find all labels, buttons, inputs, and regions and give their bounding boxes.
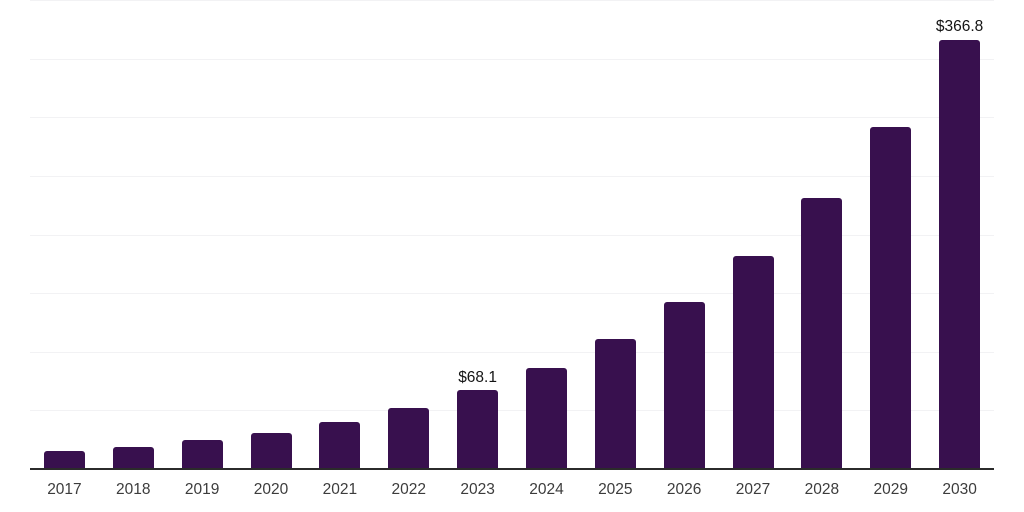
bar-2028 [801, 198, 843, 470]
bar-slot-2018 [99, 0, 168, 470]
gridline-300 [30, 117, 994, 119]
bar-slot-2025 [581, 0, 650, 470]
bar-slot-2021 [305, 0, 374, 470]
bars-row: $68.1 $366.8 [30, 0, 994, 470]
bar-slot-2022 [374, 0, 443, 470]
bar-2026 [663, 302, 705, 470]
gridline-200 [30, 234, 994, 236]
x-axis-line [30, 468, 994, 470]
x-tick-2022: 2022 [391, 481, 426, 498]
bar-value-label-2030: $366.8 [935, 18, 984, 36]
gridline-350 [30, 58, 994, 60]
x-tick-2019: 2019 [184, 481, 220, 498]
bar-2021 [319, 421, 361, 470]
gridline-250 [30, 175, 994, 177]
x-tick-2018: 2018 [116, 481, 151, 498]
gridline-50 [30, 410, 994, 412]
bar-slot-2019 [168, 0, 237, 470]
bar-2018 [112, 446, 154, 470]
x-tick-2028: 2028 [804, 481, 840, 498]
bar-slot-2030: $366.8 [925, 0, 994, 470]
x-tick-2026: 2026 [666, 481, 702, 498]
x-tick-2030: 2030 [942, 481, 977, 498]
x-axis-labels: 2017 2018 2019 2020 2021 2022 2023 2024 2025 2026… [30, 481, 994, 498]
bar-2030 [939, 39, 981, 470]
x-tick-2023: 2023 [460, 481, 495, 498]
bar-2019 [181, 440, 223, 470]
bar-slot-2028 [787, 0, 856, 470]
bar-slot-2020 [237, 0, 306, 470]
bar-2022 [388, 408, 430, 470]
bar-2023 [457, 390, 499, 470]
x-tick-2027: 2027 [735, 481, 771, 498]
bar-2029 [870, 127, 912, 470]
bar-slot-2017 [30, 0, 99, 470]
x-tick-2024: 2024 [529, 481, 564, 498]
gridline-100 [30, 351, 994, 353]
bar-2025 [594, 339, 636, 470]
x-tick-2020: 2020 [253, 481, 289, 498]
x-tick-2017: 2017 [47, 481, 82, 498]
bar-2017 [43, 451, 85, 470]
bar-slot-2026 [650, 0, 719, 470]
x-tick-2029: 2029 [873, 481, 908, 498]
x-tick-2021: 2021 [322, 481, 358, 498]
bar-2024 [525, 368, 567, 470]
bar-slot-2029 [856, 0, 925, 470]
gridline-400 [30, 0, 994, 1]
x-tick-2025: 2025 [598, 481, 633, 498]
bar-value-label-2023: $68.1 [458, 368, 497, 386]
bar-slot-2027 [719, 0, 788, 470]
bar-2020 [250, 432, 292, 470]
bar-slot-2023: $68.1 [443, 0, 512, 470]
gridline-150 [30, 293, 994, 295]
bar-slot-2024 [512, 0, 581, 470]
plot-area: $68.1 $366.8 [30, 0, 994, 470]
bar-2027 [732, 256, 774, 470]
